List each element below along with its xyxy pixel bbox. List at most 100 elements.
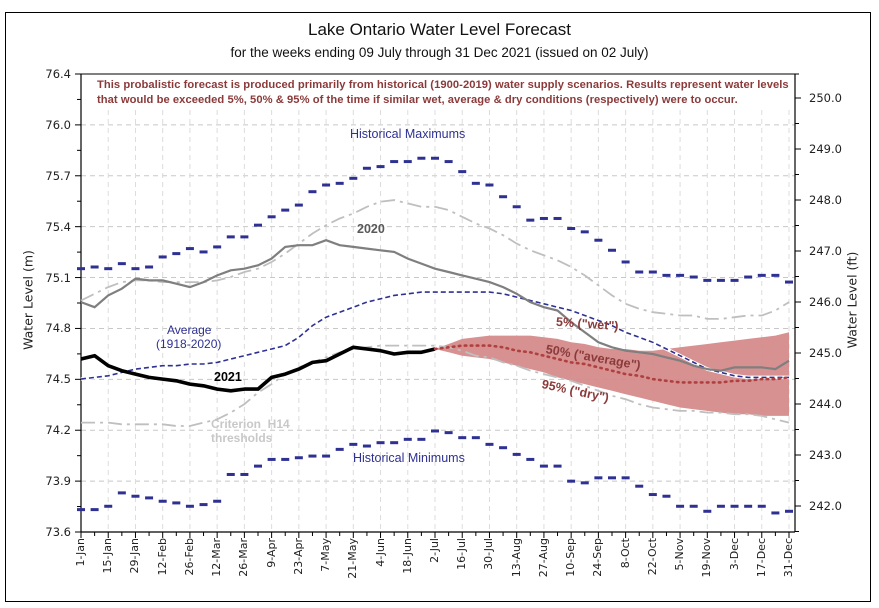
historical-max-marker: [362, 166, 371, 170]
historical-min-marker: [267, 457, 276, 461]
historical-min-marker: [376, 441, 385, 445]
historical-min-marker: [635, 484, 644, 488]
x-tick-label: 17-Dec: [754, 538, 768, 578]
historical-max-marker: [689, 275, 698, 279]
series-criterion-h14-line: [81, 344, 790, 427]
x-tick-label: 19-Nov: [700, 538, 714, 578]
historical-min-marker: [158, 499, 167, 503]
historical-min-marker: [322, 454, 331, 458]
annotation-historical-minimums: Historical Minimums: [353, 451, 465, 465]
historical-max-marker: [621, 260, 630, 264]
series-50pct-forecast-line: [433, 344, 791, 384]
x-tick-label: 1-Jan: [74, 538, 87, 567]
historical-min-marker: [335, 447, 344, 451]
annotation-criterion-h14: Criterion H14: [211, 417, 290, 431]
chart-frame: [5, 12, 871, 602]
x-tick-label: 26-Feb: [182, 538, 196, 576]
historical-min-marker: [403, 437, 412, 441]
historical-min-marker: [676, 504, 685, 508]
historical-min-marker: [648, 493, 657, 497]
historical-min-marker: [308, 454, 317, 458]
historical-min-marker: [77, 508, 85, 512]
series-average-line: [80, 291, 789, 380]
y-tick-label-right: 246.0: [809, 295, 842, 309]
historical-min-marker: [294, 456, 303, 460]
y-tick-label-right: 243.0: [809, 448, 842, 462]
historical-max-marker: [254, 223, 262, 227]
historical-min-marker: [390, 441, 399, 445]
y-tick-label-left: 74.5: [45, 372, 71, 387]
x-tick-label: 23-Apr: [291, 538, 305, 575]
historical-min-marker: [771, 511, 780, 515]
x-tick-label: 5-Nov: [673, 538, 687, 571]
historical-max-marker: [553, 216, 562, 220]
x-tick-label: 12-Mar: [210, 538, 224, 577]
chart-subtitle: for the weeks ending 09 July through 31 …: [230, 45, 649, 60]
x-tick-label: 26-Mar: [237, 538, 251, 577]
historical-max-marker: [267, 215, 276, 219]
historical-max-marker: [199, 250, 208, 254]
x-tick-label: 27-Aug: [536, 538, 550, 578]
x-tick-label: 16-Jul: [455, 538, 469, 570]
x-tick-label: 12-Feb: [155, 538, 169, 576]
historical-max-marker: [526, 218, 535, 222]
historical-min-marker: [594, 476, 603, 480]
historical-min-marker: [417, 437, 426, 441]
historical-max-marker: [785, 280, 793, 284]
historical-min-marker: [499, 446, 508, 450]
historical-max-marker: [662, 273, 671, 277]
y-tick-label-left: 76.4: [45, 67, 71, 81]
historical-min-marker: [240, 472, 249, 476]
historical-min-marker: [608, 476, 616, 480]
historical-max-marker: [485, 183, 494, 187]
x-tick-label: 15-Jan: [101, 538, 115, 574]
historical-max-marker: [172, 252, 181, 256]
historical-max-marker: [376, 165, 385, 169]
y-tick-label-left: 76.0: [45, 117, 71, 132]
historical-max-marker: [335, 181, 344, 185]
x-tick-label: 8-Oct: [618, 538, 632, 569]
historical-min-marker: [526, 457, 535, 461]
historical-max-marker: [444, 160, 453, 164]
historical-min-marker: [104, 504, 113, 508]
y-tick-label-right: 248.0: [809, 193, 842, 207]
historical-max-marker: [431, 156, 439, 160]
historical-min-marker: [90, 508, 99, 512]
historical-min-marker: [458, 436, 467, 440]
historical-max-marker: [757, 273, 766, 277]
x-tick-label: 30-Jul: [482, 538, 496, 570]
historical-min-marker: [703, 509, 712, 513]
historical-min-marker: [485, 442, 494, 446]
historical-max-marker: [77, 267, 85, 271]
historical-min-marker: [580, 481, 589, 485]
y-tick-label-right: 247.0: [809, 244, 842, 258]
x-tick-label: 10-Sep: [564, 538, 578, 577]
historical-min-marker: [117, 491, 126, 495]
y-tick-label-right: 249.0: [809, 142, 842, 156]
annotation-2021: 2021: [214, 370, 242, 384]
chart-title: Lake Ontario Water Level Forecast: [308, 20, 571, 39]
historical-max-marker: [90, 265, 99, 269]
historical-min-marker: [362, 444, 371, 448]
historical-max-marker: [594, 238, 603, 242]
historical-max-marker: [676, 273, 685, 277]
historical-max-marker: [281, 208, 290, 212]
historical-max-marker: [185, 247, 194, 251]
historical-max-marker: [240, 235, 249, 239]
historical-min-marker: [757, 504, 766, 508]
historical-max-marker: [648, 270, 657, 274]
historical-max-marker: [580, 230, 589, 234]
historical-min-marker: [254, 464, 262, 468]
historical-min-marker: [444, 431, 453, 435]
historical-min-marker: [567, 479, 576, 483]
historical-min-marker: [553, 464, 562, 468]
historical-min-marker: [131, 494, 140, 498]
historical-max-marker: [226, 235, 235, 239]
y-tick-label-left: 75.7: [45, 168, 71, 183]
historical-max-marker: [744, 275, 753, 279]
historical-min-marker: [744, 504, 753, 508]
historical-min-marker: [689, 504, 698, 508]
historical-min-marker: [349, 442, 358, 446]
historical-max-marker: [117, 262, 126, 266]
